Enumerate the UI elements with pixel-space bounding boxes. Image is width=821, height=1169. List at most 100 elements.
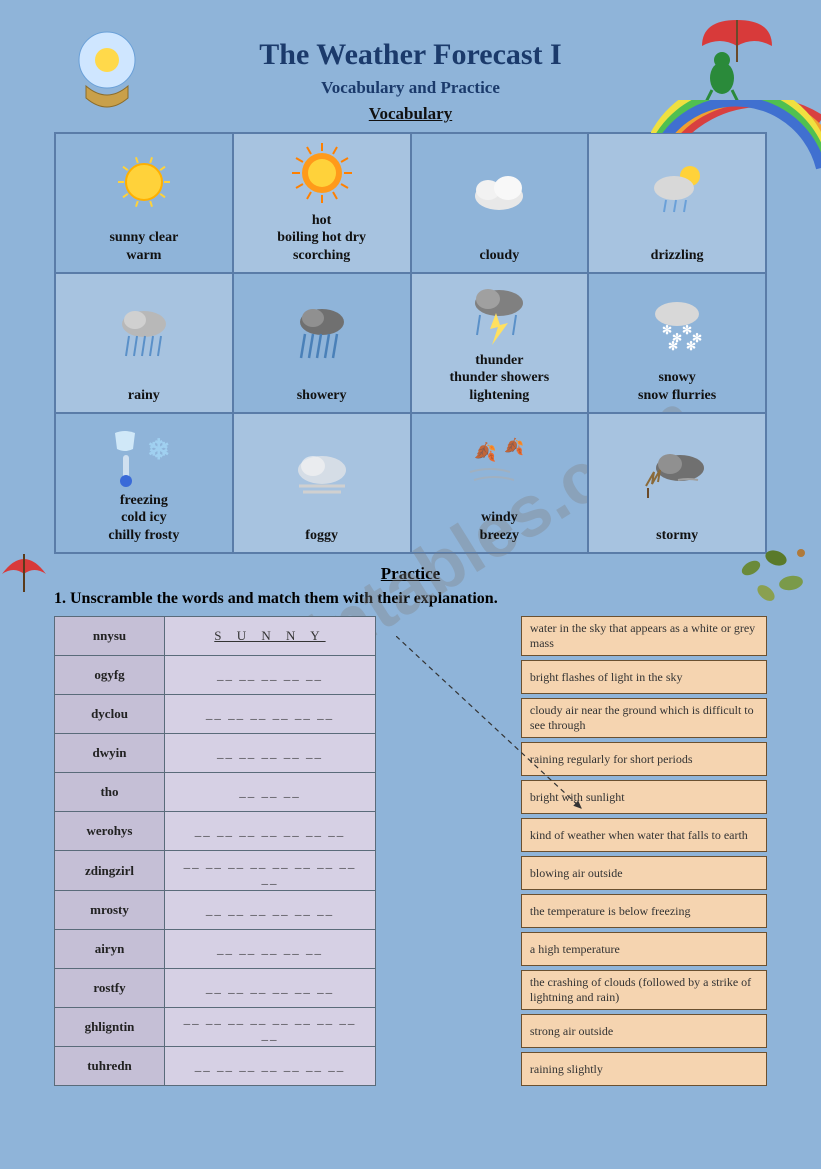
scrambled-word: ghligntin xyxy=(55,1007,165,1046)
scramble-row: nnysuS U N N Y xyxy=(55,617,376,656)
shower-icon xyxy=(238,280,406,387)
answer-blank[interactable]: __ __ __ __ __ __ __ xyxy=(165,812,376,851)
vocab-heading: Vocabulary xyxy=(38,104,783,124)
scramble-row: ogyfg__ __ __ __ __ xyxy=(55,656,376,695)
vocab-cell: showery xyxy=(233,273,411,413)
scramble-row: mrosty__ __ __ __ __ __ xyxy=(55,890,376,929)
scrambled-word: nnysu xyxy=(55,617,165,656)
svg-text:🍂: 🍂 xyxy=(474,441,496,462)
definition-item: blowing air outside xyxy=(521,856,767,890)
answer-blank[interactable]: __ __ __ __ __ __ xyxy=(165,968,376,1007)
practice-area: nnysuS U N N Yogyfg__ __ __ __ __dyclou_… xyxy=(54,616,767,1086)
thunder-icon xyxy=(416,280,584,352)
svg-text:✻: ✻ xyxy=(686,339,696,353)
vocab-cell: thunder thunder showers lightening xyxy=(411,273,589,413)
worksheet-page: ESLprintables.com The Weather Forecast I… xyxy=(0,0,821,1169)
vocab-cell: foggy xyxy=(233,413,411,553)
definition-item: bright flashes of light in the sky xyxy=(521,660,767,694)
vocab-cell: ✻✻✻✻✻✻snowy snow flurries xyxy=(588,273,766,413)
definition-item: a high temperature xyxy=(521,932,767,966)
vocab-cell: drizzling xyxy=(588,133,766,273)
vocab-label: thunder thunder showers lightening xyxy=(450,352,550,405)
scrambled-word: tho xyxy=(55,773,165,812)
svg-text:❄: ❄ xyxy=(147,435,170,466)
vocab-cell: rainy xyxy=(55,273,233,413)
vocab-label: showery xyxy=(297,387,347,405)
vocab-cell: hot boiling hot dry scorching xyxy=(233,133,411,273)
svg-text:✻: ✻ xyxy=(668,339,678,353)
vocab-label: sunny clear warm xyxy=(109,229,178,264)
answer-blank[interactable]: __ __ __ __ __ __ __ __ __ xyxy=(165,1007,376,1046)
hot-sun-icon xyxy=(238,140,406,212)
vocab-label: cloudy xyxy=(480,247,520,265)
vocab-label: rainy xyxy=(128,387,160,405)
answer-blank[interactable]: __ __ __ __ __ __ __ xyxy=(165,1046,376,1085)
vocab-label: drizzling xyxy=(651,247,704,265)
answer-blank[interactable]: S U N N Y xyxy=(165,617,376,656)
vocab-cell: cloudy xyxy=(411,133,589,273)
definition-item: raining slightly xyxy=(521,1052,767,1086)
scramble-row: zdingzirl__ __ __ __ __ __ __ __ __ xyxy=(55,851,376,890)
vocab-label: stormy xyxy=(656,527,698,545)
practice-heading: Practice xyxy=(38,564,783,584)
scrambled-word: ogyfg xyxy=(55,656,165,695)
definition-item: bright with sunlight xyxy=(521,780,767,814)
vocab-cell: stormy xyxy=(588,413,766,553)
fog-icon xyxy=(238,420,406,527)
scramble-row: tho__ __ __ xyxy=(55,773,376,812)
answer-blank[interactable]: __ __ __ xyxy=(165,773,376,812)
sun-icon xyxy=(60,140,228,229)
scramble-table: nnysuS U N N Yogyfg__ __ __ __ __dyclou_… xyxy=(54,616,376,1086)
vocab-cell: sunny clear warm xyxy=(55,133,233,273)
definition-item: raining regularly for short periods xyxy=(521,742,767,776)
scrambled-word: airyn xyxy=(55,929,165,968)
storm-icon xyxy=(593,420,761,527)
scrambled-word: zdingzirl xyxy=(55,851,165,890)
snow-icon: ✻✻✻✻✻✻ xyxy=(593,280,761,369)
answer-blank[interactable]: __ __ __ __ __ __ xyxy=(165,890,376,929)
scrambled-word: mrosty xyxy=(55,890,165,929)
answer-blank[interactable]: __ __ __ __ __ __ __ __ __ xyxy=(165,851,376,890)
svg-text:✻: ✻ xyxy=(662,323,672,337)
answer-blank[interactable]: __ __ __ __ __ xyxy=(165,929,376,968)
vocab-cell: ❄ freezing cold icy chilly frosty xyxy=(55,413,233,553)
scramble-row: dyclou__ __ __ __ __ __ xyxy=(55,695,376,734)
page-title: The Weather Forecast I xyxy=(38,38,783,72)
scrambled-word: dyclou xyxy=(55,695,165,734)
vocab-label: windy breezy xyxy=(480,509,519,544)
scramble-row: airyn__ __ __ __ __ xyxy=(55,929,376,968)
vocab-label: freezing cold icy chilly frosty xyxy=(108,492,179,545)
definitions-list: water in the sky that appears as a white… xyxy=(521,616,767,1086)
definition-item: water in the sky that appears as a white… xyxy=(521,616,767,656)
scramble-row: rostfy__ __ __ __ __ __ xyxy=(55,968,376,1007)
vocab-cell: 🍂🍂windy breezy xyxy=(411,413,589,553)
scramble-row: tuhredn__ __ __ __ __ __ __ xyxy=(55,1046,376,1085)
vocab-label: snowy snow flurries xyxy=(638,369,716,404)
wind-icon: 🍂🍂 xyxy=(416,420,584,509)
definition-item: kind of weather when water that falls to… xyxy=(521,818,767,852)
scramble-row: ghligntin__ __ __ __ __ __ __ __ __ xyxy=(55,1007,376,1046)
definition-item: cloudy air near the ground which is diff… xyxy=(521,698,767,738)
vocab-label: foggy xyxy=(305,527,338,545)
svg-text:✻: ✻ xyxy=(682,323,692,337)
scramble-row: dwyin__ __ __ __ __ xyxy=(55,734,376,773)
definition-item: strong air outside xyxy=(521,1014,767,1048)
rain-icon xyxy=(60,280,228,387)
answer-blank[interactable]: __ __ __ __ __ xyxy=(165,734,376,773)
answer-blank[interactable]: __ __ __ __ __ xyxy=(165,656,376,695)
definition-item: the crashing of clouds (followed by a st… xyxy=(521,970,767,1010)
drizzle-icon xyxy=(593,140,761,247)
scramble-row: werohys__ __ __ __ __ __ __ xyxy=(55,812,376,851)
svg-text:🍂: 🍂 xyxy=(504,437,524,456)
scrambled-word: rostfy xyxy=(55,968,165,1007)
page-subtitle: Vocabulary and Practice xyxy=(38,78,783,98)
answer-blank[interactable]: __ __ __ __ __ __ xyxy=(165,695,376,734)
scrambled-word: werohys xyxy=(55,812,165,851)
scrambled-word: dwyin xyxy=(55,734,165,773)
definition-item: the temperature is below freezing xyxy=(521,894,767,928)
vocab-label: hot boiling hot dry scorching xyxy=(277,212,366,265)
freeze-icon: ❄ xyxy=(60,420,228,492)
cloud-icon xyxy=(416,140,584,247)
vocabulary-grid: sunny clear warm hot boiling hot dry scor… xyxy=(54,132,767,554)
scrambled-word: tuhredn xyxy=(55,1046,165,1085)
